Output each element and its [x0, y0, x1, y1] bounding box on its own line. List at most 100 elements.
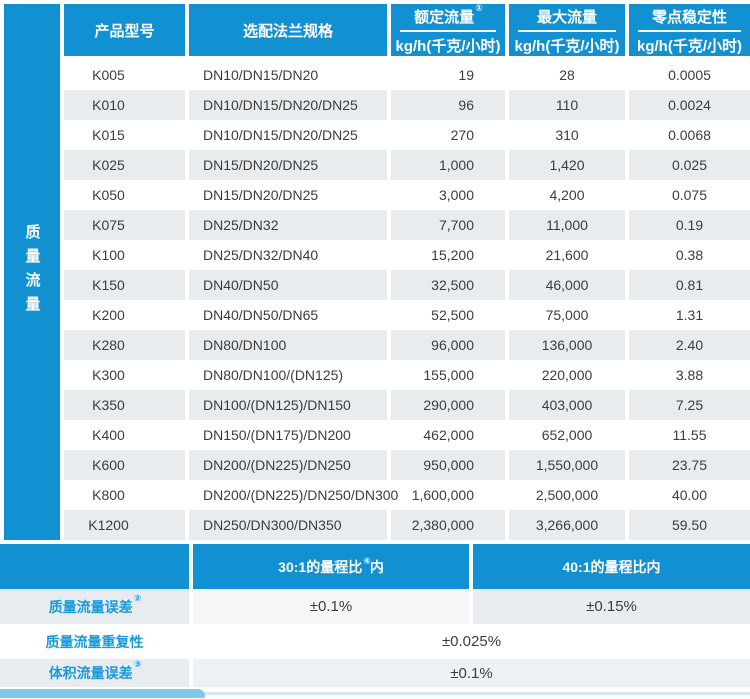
flange-spec-cell: DN15/DN20/DN25 [185, 180, 387, 210]
max-flow-cell: 310 [505, 120, 625, 150]
volume-flow-error-row: 体积流量误差③ ±0.1% [0, 659, 750, 687]
table-row: K075 DN25/DN32 7,700 11,000 0.19 [64, 210, 750, 240]
model-cell: K350 [64, 390, 185, 420]
table-header: 产品型号 选配法兰规格 额定流量① kg/h(千克/小时) 最大流量 kg/h(… [64, 3, 750, 60]
model-cell: K1200 [64, 510, 185, 540]
max-flow-cell: 2,500,000 [505, 480, 625, 510]
zero-stability-unit: kg/h(千克/小时) [637, 38, 742, 55]
max-flow-cell: 3,266,000 [505, 510, 625, 540]
rated-flow-cell: 32,500 [387, 270, 505, 300]
accuracy-section: 30:1的量程比 ④ 内 40:1的量程比内 质量流量误差② ±0.1% ±0.15… [0, 544, 750, 687]
table-row: K200 DN40/DN50/DN65 52,500 75,000 1.31 [64, 300, 750, 330]
table-row: K010 DN10/DN15/DN20/DN25 96 110 0.0024 [64, 90, 750, 120]
rated-flow-cell: 462,000 [387, 420, 505, 450]
col-header-rated-flow: 额定流量① kg/h(千克/小时) [387, 3, 505, 60]
zero-stability-cell: 23.75 [625, 450, 750, 480]
flange-spec-cell: DN10/DN15/DN20/DN25 [185, 120, 387, 150]
max-flow-cell: 4,200 [505, 180, 625, 210]
table-row: K025 DN15/DN20/DN25 1,000 1,420 0.025 [64, 150, 750, 180]
rated-flow-cell: 2,380,000 [387, 510, 505, 540]
flange-spec-cell: DN150/(DN175)/DN200 [185, 420, 387, 450]
mass-flow-error-row: 质量流量误差② ±0.1% ±0.15% [0, 589, 750, 624]
flange-spec-cell: DN15/DN20/DN25 [185, 150, 387, 180]
mass-flow-repeatability-label: 质量流量重复性 [0, 624, 189, 659]
rated-flow-cell: 1,000 [387, 150, 505, 180]
model-cell: K025 [64, 150, 185, 180]
model-cell: K005 [64, 60, 185, 90]
max-flow-cell: 403,000 [505, 390, 625, 420]
model-cell: K280 [64, 330, 185, 360]
zero-stability-cell: 0.0024 [625, 90, 750, 120]
max-flow-cell: 1,420 [505, 150, 625, 180]
max-flow-cell: 110 [505, 90, 625, 120]
table-row: K280 DN80/DN100 96,000 136,000 2.40 [64, 330, 750, 360]
turndown-30-1-header: 30:1的量程比 ④ 内 [189, 544, 469, 589]
model-cell: K600 [64, 450, 185, 480]
rated-flow-cell: 155,000 [387, 360, 505, 390]
max-flow-unit: kg/h(千克/小时) [514, 38, 620, 55]
zero-stability-cell: 11.55 [625, 420, 750, 450]
flange-spec-cell: DN250/DN300/DN350 [185, 510, 387, 540]
mass-flow-error-label: 质量流量误差② [0, 589, 189, 624]
rated-flow-cell: 1,600,000 [387, 480, 505, 510]
zero-stability-cell: 3.88 [625, 360, 750, 390]
col-header-max-flow: 最大流量 kg/h(千克/小时) [505, 4, 625, 60]
bottom-decoration [0, 689, 750, 699]
model-cell: K015 [64, 120, 185, 150]
model-cell: K150 [64, 270, 185, 300]
category-label: 质量流量 [23, 224, 41, 320]
max-flow-cell: 136,000 [505, 330, 625, 360]
col-header-model: 产品型号 [64, 4, 185, 60]
table-row: K350 DN100/(DN125)/DN150 290,000 403,000… [64, 390, 750, 420]
flange-spec-cell: DN25/DN32/DN40 [185, 240, 387, 270]
rated-flow-cell: 96 [387, 90, 505, 120]
turndown-blank-cell [0, 544, 189, 589]
volume-flow-error-label: 体积流量误差③ [0, 659, 189, 687]
category-sidebar: 质量流量 [4, 4, 60, 540]
flange-spec-cell: DN100/(DN125)/DN150 [185, 390, 387, 420]
flow-spec-table: 产品型号 选配法兰规格 额定流量① kg/h(千克/小时) 最大流量 kg/h(… [64, 3, 750, 540]
max-flow-cell: 46,000 [505, 270, 625, 300]
flange-spec-cell: DN10/DN15/DN20 [185, 60, 387, 90]
mass-flow-error-40-1-value: ±0.15% [469, 589, 750, 624]
flange-spec-cell: DN200/(DN225)/DN250/DN300 [185, 480, 398, 510]
max-flow-cell: 28 [505, 60, 625, 90]
turndown-40-1-header: 40:1的量程比内 [469, 544, 750, 589]
max-flow-cell: 21,600 [505, 240, 625, 270]
zero-stability-cell: 0.025 [625, 150, 750, 180]
table-row: K100 DN25/DN32/DN40 15,200 21,600 0.38 [64, 240, 750, 270]
rated-flow-cell: 290,000 [387, 390, 505, 420]
flange-spec-cell: DN10/DN15/DN20/DN25 [185, 90, 387, 120]
max-flow-cell: 652,000 [505, 420, 625, 450]
bottom-decoration-tab [0, 689, 205, 698]
model-cell: K800 [64, 480, 185, 510]
table-row: K400 DN150/(DN175)/DN200 462,000 652,000… [64, 420, 750, 450]
model-cell: K300 [64, 360, 185, 390]
flange-spec-cell: DN200/(DN225)/DN250 [185, 450, 387, 480]
volume-flow-error-value: ±0.1% [189, 659, 750, 687]
zero-stability-cell: 0.38 [625, 240, 750, 270]
table-row: K050 DN15/DN20/DN25 3,000 4,200 0.075 [64, 180, 750, 210]
zero-stability-cell: 0.075 [625, 180, 750, 210]
rated-flow-unit: kg/h(千克/小时) [395, 38, 501, 55]
model-cell: K050 [64, 180, 185, 210]
zero-stability-cell: 0.19 [625, 210, 750, 240]
flange-spec-cell: DN40/DN50/DN65 [185, 300, 387, 330]
max-flow-title: 最大流量 [518, 4, 616, 32]
flange-spec-cell: DN25/DN32 [185, 210, 387, 240]
col-header-zero-stability: 零点稳定性 kg/h(千克/小时) [625, 4, 750, 60]
col-header-flange: 选配法兰规格 [185, 4, 387, 60]
zero-stability-cell: 7.25 [625, 390, 750, 420]
bottom-decoration-line [0, 692, 750, 695]
table-row: K1200 DN250/DN300/DN350 2,380,000 3,266,… [64, 510, 750, 540]
max-flow-cell: 220,000 [505, 360, 625, 390]
turndown-header-row: 30:1的量程比 ④ 内 40:1的量程比内 [0, 544, 750, 589]
mass-flow-error-30-1-value: ±0.1% [189, 589, 469, 624]
flange-spec-cell: DN40/DN50 [185, 270, 387, 300]
zero-stability-cell: 0.0068 [625, 120, 750, 150]
zero-stability-cell: 40.00 [625, 480, 750, 510]
footnote-2-marker: ② [133, 592, 142, 603]
model-cell: K075 [64, 210, 185, 240]
rated-flow-cell: 7,700 [387, 210, 505, 240]
